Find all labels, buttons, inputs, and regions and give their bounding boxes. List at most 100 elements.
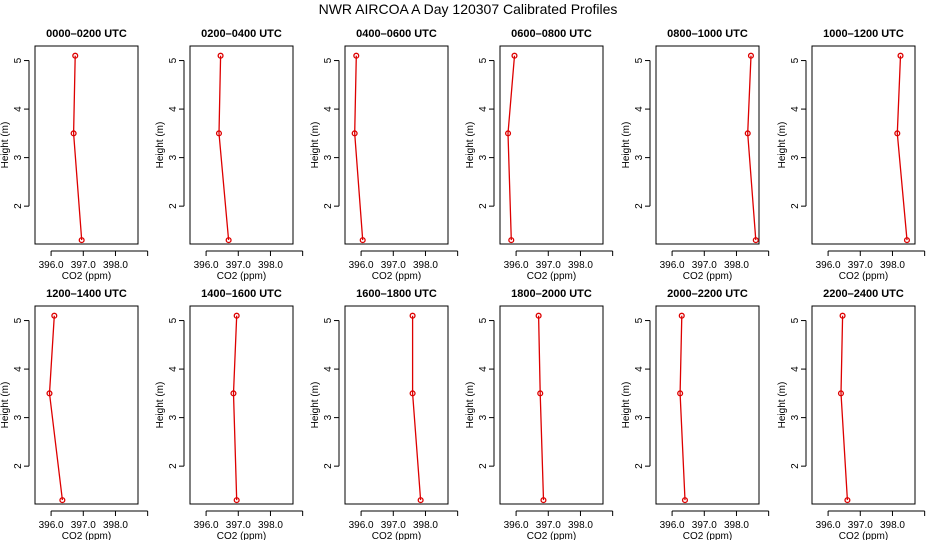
y-tick-label: 2 (323, 463, 334, 469)
x-tick-label: 398.0 (724, 520, 749, 531)
y-tick-label: 5 (168, 317, 179, 323)
y-tick-label: 4 (323, 366, 334, 372)
y-axis-label: Height (m) (621, 382, 632, 429)
y-axis-label: Height (m) (777, 122, 788, 169)
data-point (409, 390, 416, 397)
y-tick-label: 2 (478, 203, 489, 209)
panel-title: 1400–1600 UTC (201, 288, 282, 300)
y-tick-label: 3 (478, 414, 489, 420)
data-point (409, 312, 416, 319)
y-tick-label: 4 (790, 106, 801, 112)
plot-frame (34, 45, 139, 245)
y-tick-label: 5 (13, 57, 24, 63)
y-tick-label: 3 (168, 154, 179, 160)
plot-frame (655, 305, 760, 505)
plot-frame (811, 45, 916, 245)
y-tick-label: 3 (790, 154, 801, 160)
x-tick-label: 398.0 (103, 260, 128, 271)
data-point (897, 52, 904, 59)
data-point (217, 52, 224, 59)
y-tick-label: 3 (168, 414, 179, 420)
x-tick-label: 397.0 (692, 520, 717, 531)
data-point (504, 130, 512, 137)
x-tick-label: 397.0 (692, 260, 717, 271)
data-point (46, 390, 53, 397)
y-tick-label: 5 (323, 317, 334, 323)
profile-line (232, 315, 238, 501)
x-axis-label: CO2 (ppm) (372, 531, 421, 540)
y-tick-label: 3 (478, 154, 489, 160)
y-tick-label: 3 (323, 154, 334, 160)
plot-frame (344, 45, 449, 245)
y-tick-label: 3 (634, 414, 645, 420)
panel-title: 0000–0200 UTC (46, 28, 127, 40)
data-point (230, 390, 237, 397)
data-point (508, 237, 515, 244)
y-axis-label: Height (m) (621, 122, 632, 169)
y-tick-label: 4 (13, 366, 24, 372)
panel-title: 2000–2200 UTC (667, 288, 748, 300)
y-axis-label: Height (m) (310, 122, 321, 169)
x-tick-label: 396.0 (816, 520, 841, 531)
x-tick-label: 397.0 (226, 260, 251, 271)
panel-title: 1000–1200 UTC (823, 28, 904, 40)
y-tick-label: 3 (13, 414, 24, 420)
y-tick-label: 2 (634, 203, 645, 209)
data-point (70, 130, 77, 137)
y-axis-label: Height (m) (155, 382, 166, 429)
x-tick-label: 397.0 (536, 520, 561, 531)
y-tick-label: 3 (13, 154, 24, 160)
y-tick-label: 4 (634, 366, 645, 372)
x-tick-label: 396.0 (504, 260, 529, 271)
y-tick-label: 2 (13, 203, 24, 209)
y-tick-label: 5 (790, 57, 801, 63)
profile-line (840, 315, 849, 501)
data-point (511, 52, 518, 59)
x-tick-label: 398.0 (724, 260, 749, 271)
y-tick-label: 2 (790, 203, 801, 209)
x-tick-label: 398.0 (568, 520, 593, 531)
data-point (837, 390, 845, 397)
data-point (677, 390, 684, 397)
x-axis-label: CO2 (ppm) (839, 531, 888, 540)
x-tick-label: 396.0 (194, 520, 219, 531)
data-point (537, 390, 544, 397)
data-point (417, 497, 424, 504)
profile-line (896, 55, 908, 241)
panel-title: 1600–1800 UTC (356, 288, 437, 300)
y-tick-label: 2 (634, 463, 645, 469)
plot-frame (655, 45, 760, 245)
x-tick-label: 397.0 (848, 520, 873, 531)
x-axis-label: CO2 (ppm) (217, 271, 266, 282)
x-tick-label: 397.0 (536, 260, 561, 271)
y-tick-label: 5 (168, 57, 179, 63)
x-tick-label: 396.0 (39, 260, 64, 271)
x-tick-label: 398.0 (880, 520, 905, 531)
y-tick-label: 4 (13, 106, 24, 112)
data-point (747, 52, 755, 59)
profile-line (747, 55, 757, 241)
x-tick-label: 398.0 (258, 260, 283, 271)
data-point (839, 312, 846, 319)
x-axis-label: CO2 (ppm) (683, 531, 732, 540)
y-tick-label: 5 (634, 317, 645, 323)
x-tick-label: 398.0 (413, 520, 438, 531)
y-tick-label: 3 (323, 414, 334, 420)
plot-frame (189, 305, 294, 505)
x-tick-label: 396.0 (349, 260, 374, 271)
y-tick-label: 4 (168, 106, 179, 112)
panel-title: 0600–0800 UTC (511, 28, 592, 40)
x-tick-label: 398.0 (568, 260, 593, 271)
panel-title: 1800–2000 UTC (511, 288, 592, 300)
data-point (535, 312, 542, 319)
data-point (353, 52, 360, 59)
x-axis-label: CO2 (ppm) (372, 271, 421, 282)
